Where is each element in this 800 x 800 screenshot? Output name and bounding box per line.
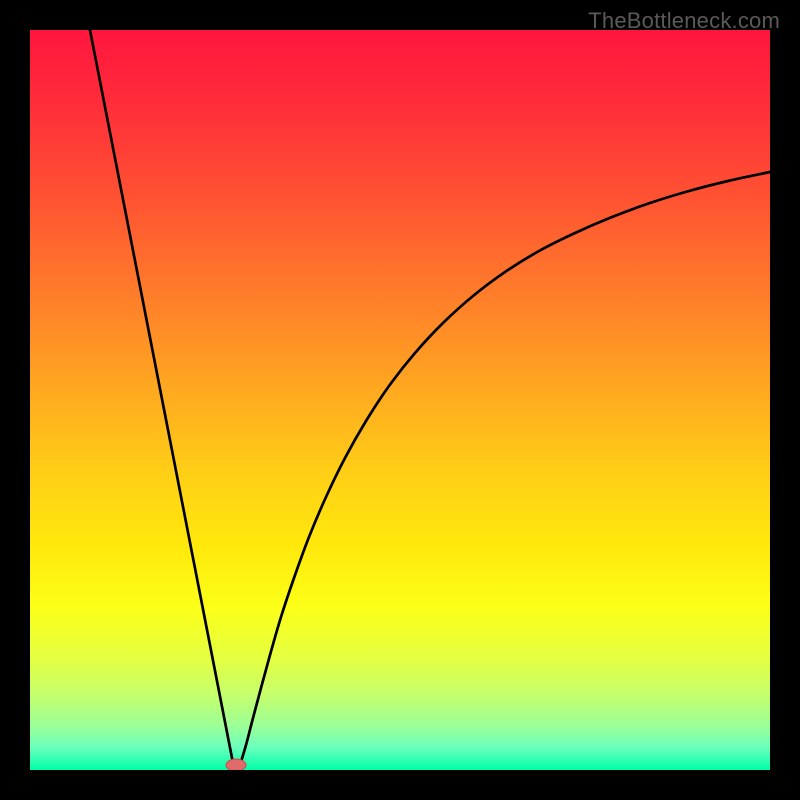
chart-svg: [30, 30, 770, 770]
chart-container: TheBottleneck.com: [0, 0, 800, 800]
watermark-text: TheBottleneck.com: [588, 8, 780, 34]
marker-group: [226, 759, 246, 770]
min-marker: [226, 759, 246, 770]
plot-area: [30, 30, 770, 770]
gradient-background: [30, 30, 770, 770]
